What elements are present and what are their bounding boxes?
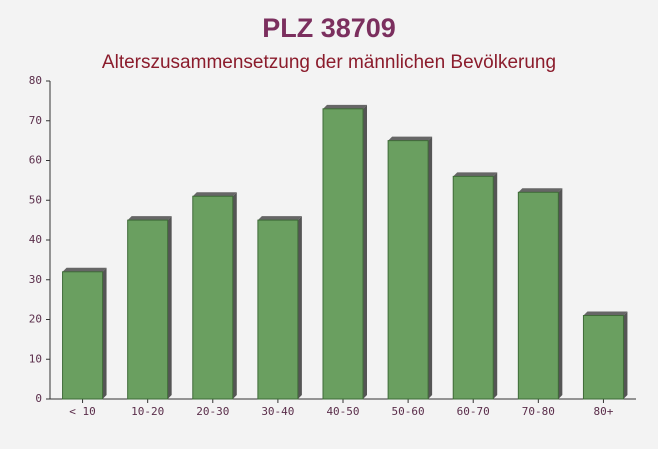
- x-tick-label: 10-20: [131, 405, 164, 418]
- bar-shadow: [192, 192, 237, 197]
- bar: [257, 219, 299, 400]
- x-tick-label: 20-30: [196, 405, 229, 418]
- bar-shadow: [623, 311, 628, 399]
- bar: [582, 315, 624, 400]
- bar-shadow: [493, 172, 498, 399]
- x-tick-label: 80+: [594, 405, 614, 418]
- bar: [127, 219, 169, 400]
- bar-shadow: [453, 172, 498, 177]
- bar-shadow: [62, 267, 107, 272]
- y-tick-label: 20: [29, 313, 42, 326]
- y-tick-label: 80: [29, 74, 42, 87]
- bar-shadow: [583, 311, 628, 316]
- x-tick-label: 60-70: [457, 405, 490, 418]
- y-tick-label: 30: [29, 273, 42, 286]
- bar-shadow: [363, 104, 367, 399]
- y-tick-label: 10: [29, 352, 42, 365]
- bar-shadow: [127, 216, 172, 221]
- bar-shadow: [323, 104, 367, 109]
- y-tick-label: 0: [35, 392, 42, 405]
- bar-shadow: [297, 216, 302, 399]
- y-tick-label: 60: [29, 154, 42, 167]
- bar-shadow: [167, 216, 172, 399]
- chart-title: PLZ 38709: [262, 13, 396, 43]
- bar-shadow: [518, 188, 563, 193]
- x-tick-label: 70-80: [522, 405, 555, 418]
- y-tick-label: 70: [29, 114, 42, 127]
- bar: [452, 175, 494, 400]
- x-tick-label: 40-50: [326, 405, 359, 418]
- bar: [322, 108, 364, 400]
- y-tick-label: 50: [29, 193, 42, 206]
- x-tick-label: 30-40: [261, 405, 294, 418]
- bar: [62, 271, 104, 400]
- x-tick-label: < 10: [69, 405, 96, 418]
- bar-shadow: [232, 192, 237, 399]
- x-tick-label: 50-60: [392, 405, 425, 418]
- bar-shadow: [558, 188, 563, 399]
- y-tick-label: 40: [29, 233, 42, 246]
- bar: [517, 191, 559, 400]
- bar-shadow: [388, 136, 433, 141]
- chart-subtitle: Alterszusammensetzung der männlichen Bev…: [102, 52, 556, 73]
- bar-shadow: [257, 216, 302, 221]
- bar: [192, 195, 234, 400]
- bar: [387, 140, 429, 400]
- bar-shadow: [428, 136, 433, 399]
- bar-shadow: [102, 267, 107, 399]
